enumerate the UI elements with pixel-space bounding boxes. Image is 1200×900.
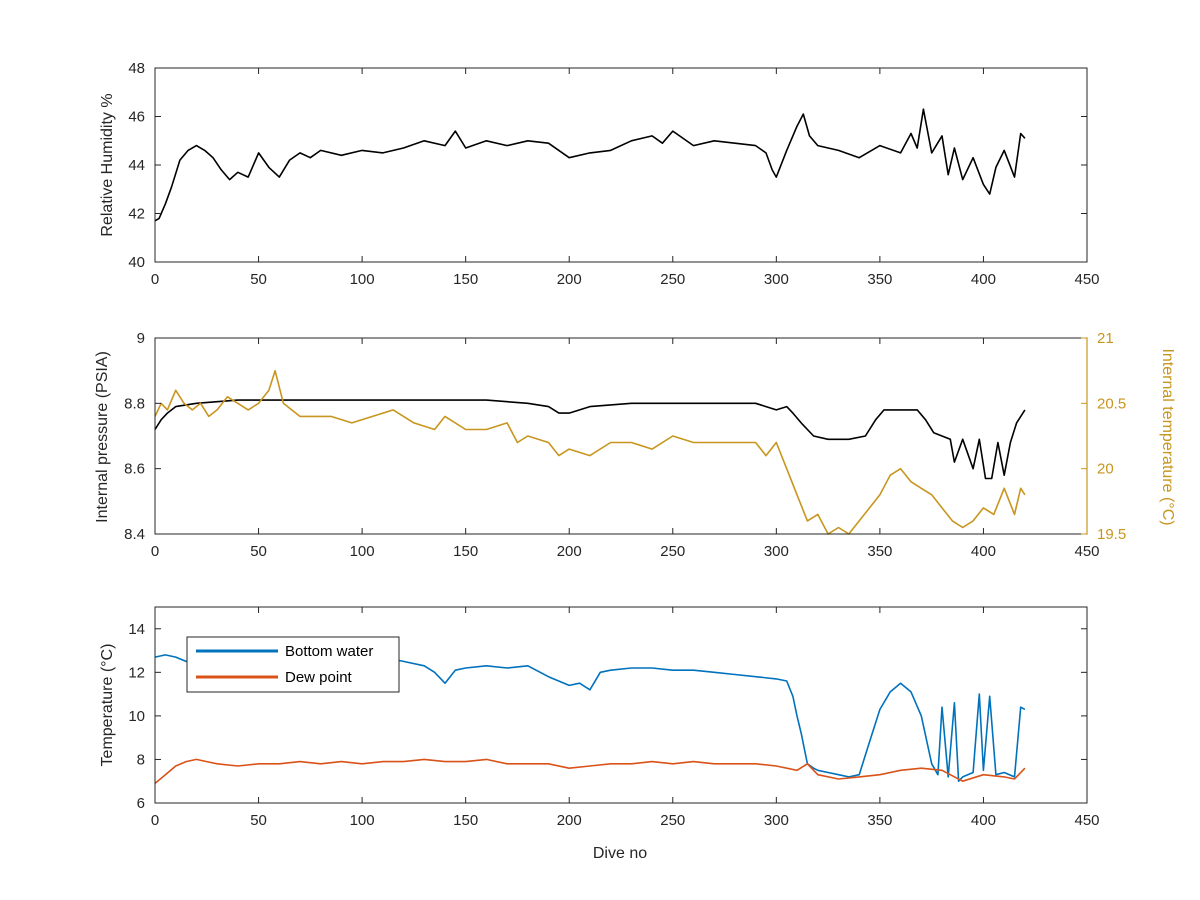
humidity-ylabel: Relative Humidity % — [99, 93, 116, 236]
humidity-xtick-label: 300 — [764, 271, 789, 288]
temperature-xtick-label: 250 — [660, 812, 685, 829]
humidity-xtick-label: 50 — [250, 271, 267, 288]
temperature-axes-frame — [154, 606, 1088, 804]
temperature-xtick-label: 400 — [971, 812, 996, 829]
temperature-ytick-label: 8 — [137, 751, 145, 768]
pressure-y2tick-label: 20.5 — [1097, 395, 1126, 412]
temperature-xtick-label: 100 — [350, 812, 375, 829]
dive-no-xlabel: Dive no — [593, 845, 647, 862]
humidity-xtick-label: 400 — [971, 271, 996, 288]
humidity-xtick-label: 100 — [350, 271, 375, 288]
pressure-y2tick-label: 21 — [1097, 330, 1114, 347]
temperature-ytick-label: 10 — [128, 708, 145, 725]
temperature-panel: Temperature (°C) Dive no Bottom water De… — [99, 606, 1100, 862]
pressure-series-1-line — [154, 369, 1026, 535]
temperature-ytick-label: 6 — [137, 795, 145, 812]
pressure-ytick-label: 8.6 — [124, 461, 145, 478]
humidity-xtick-label: 350 — [867, 271, 892, 288]
temperature-xtick-label: 0 — [151, 812, 159, 829]
pressure-xtick-label: 350 — [867, 543, 892, 560]
pressure-xtick-label: 0 — [151, 543, 159, 560]
pressure-xtick-label: 200 — [557, 543, 582, 560]
humidity-xtick-label: 200 — [557, 271, 582, 288]
pressure-xtick-label: 150 — [453, 543, 478, 560]
pressure-y2tick-label: 20 — [1097, 461, 1114, 478]
pressure-ytick-label: 9 — [137, 330, 145, 347]
humidity-ytick-label: 46 — [128, 109, 145, 126]
temperature-xtick-label: 150 — [453, 812, 478, 829]
legend[interactable]: Bottom water Dew point — [186, 636, 400, 693]
pressure-xtick-label: 50 — [250, 543, 267, 560]
pressure-xtick-label: 450 — [1074, 543, 1099, 560]
pressure-ytick-label: 8.4 — [124, 526, 145, 543]
humidity-ytick-label: 40 — [128, 254, 145, 271]
temperature-xtick-label: 200 — [557, 812, 582, 829]
pressure-xtick-label: 250 — [660, 543, 685, 560]
temperature-series-1-line — [154, 758, 1026, 785]
internal-temperature-ylabel: Internal temperature (°C) — [1159, 348, 1176, 525]
temperature-xtick-label: 300 — [764, 812, 789, 829]
humidity-ytick-label: 42 — [128, 206, 145, 223]
pressure-y2tick-label: 19.5 — [1097, 526, 1126, 543]
pressure-xtick-label: 400 — [971, 543, 996, 560]
temperature-ytick-label: 14 — [128, 621, 145, 638]
humidity-xtick-label: 450 — [1074, 271, 1099, 288]
temperature-ylabel: Temperature (°C) — [99, 644, 116, 767]
pressure-temperature-panel: Internal pressure (PSIA) Internal temper… — [94, 330, 1176, 560]
humidity-panel: Relative Humidity % 0 50 100 150 200 250 300 35… — [99, 60, 1100, 288]
pressure-ytick-label: 8.8 — [124, 395, 145, 412]
temperature-xtick-label: 50 — [250, 812, 267, 829]
temperature-ytick-label: 12 — [128, 664, 145, 681]
legend-label-dew-point: Dew point — [285, 669, 353, 686]
legend-box — [186, 636, 400, 693]
humidity-xtick-label: 250 — [660, 271, 685, 288]
humidity-ytick-label: 44 — [128, 157, 145, 174]
humidity-xtick-label: 150 — [453, 271, 478, 288]
humidity-ytick-label: 48 — [128, 60, 145, 77]
pressure-xtick-label: 100 — [350, 543, 375, 560]
humidity-series-0-line — [154, 108, 1026, 222]
legend-label-bottom-water: Bottom water — [285, 643, 373, 660]
pressure-ylabel: Internal pressure (PSIA) — [94, 351, 111, 523]
temperature-xtick-label: 350 — [867, 812, 892, 829]
pressure-series-0-line — [154, 399, 1026, 480]
temperature-xtick-label: 450 — [1074, 812, 1099, 829]
pressure-xtick-label: 300 — [764, 543, 789, 560]
humidity-xtick-label: 0 — [151, 271, 159, 288]
